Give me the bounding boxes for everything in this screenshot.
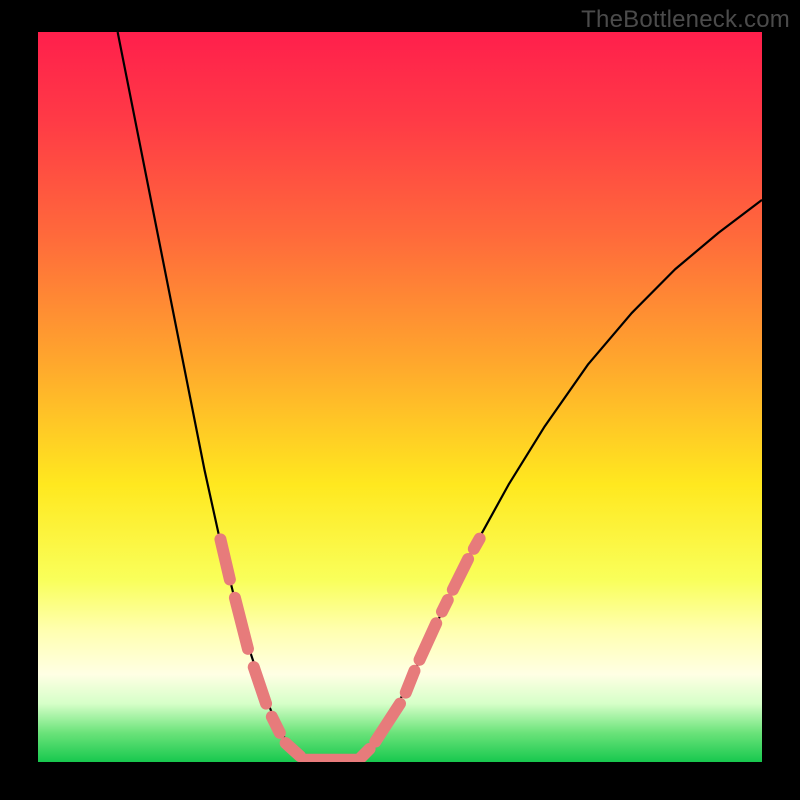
overlay-segment bbox=[220, 539, 229, 579]
overlay-segment bbox=[453, 559, 468, 590]
overlay-segment bbox=[474, 539, 480, 549]
overlay-segment bbox=[406, 671, 415, 693]
bottleneck-curve bbox=[118, 32, 762, 760]
overlay-segment bbox=[235, 598, 248, 649]
overlay-segment bbox=[442, 600, 448, 612]
overlay-segment bbox=[272, 717, 280, 733]
plot-area bbox=[38, 32, 762, 762]
overlay-segment bbox=[254, 667, 266, 704]
overlay-segment bbox=[361, 749, 370, 758]
chart-container: TheBottleneck.com bbox=[0, 0, 800, 800]
watermark-text: TheBottleneck.com bbox=[581, 6, 790, 34]
overlay-segment bbox=[286, 743, 300, 756]
overlay-segment bbox=[375, 704, 400, 742]
curve-layer bbox=[38, 32, 762, 762]
overlay-segment bbox=[420, 623, 437, 660]
